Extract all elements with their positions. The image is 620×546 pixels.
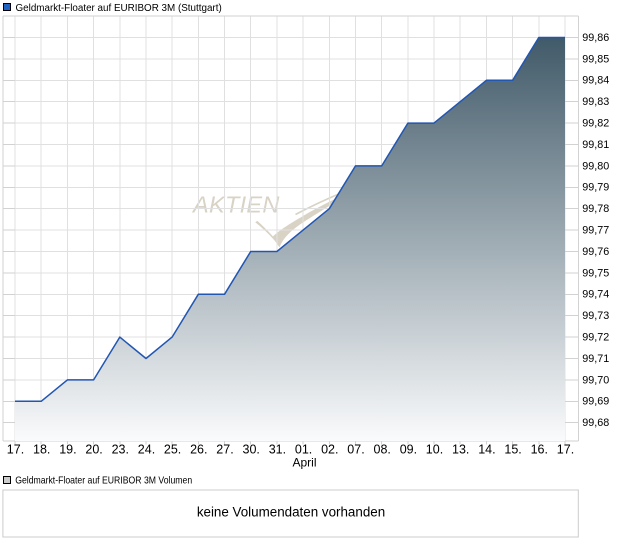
svg-text:99,70: 99,70 bbox=[582, 374, 609, 386]
svg-text:99,84: 99,84 bbox=[582, 75, 609, 87]
svg-text:01.: 01. bbox=[295, 443, 312, 457]
svg-text:99,71: 99,71 bbox=[582, 353, 609, 365]
svg-text:99,82: 99,82 bbox=[582, 118, 609, 130]
svg-text:25.: 25. bbox=[164, 443, 181, 457]
svg-text:14.: 14. bbox=[478, 443, 495, 457]
svg-text:16.: 16. bbox=[531, 443, 548, 457]
svg-text:27.: 27. bbox=[216, 443, 233, 457]
svg-text:99,74: 99,74 bbox=[582, 289, 609, 301]
svg-text:99,68: 99,68 bbox=[582, 417, 609, 429]
svg-text:19.: 19. bbox=[59, 443, 76, 457]
svg-text:07.: 07. bbox=[347, 443, 364, 457]
svg-text:keine Volumendaten vorhanden: keine Volumendaten vorhanden bbox=[197, 505, 385, 520]
svg-text:99,76: 99,76 bbox=[582, 246, 609, 258]
svg-text:April: April bbox=[292, 456, 316, 470]
svg-text:Geldmarkt-Floater auf EURIBOR: Geldmarkt-Floater auf EURIBOR 3M Volumen bbox=[15, 476, 192, 487]
svg-text:15.: 15. bbox=[504, 443, 521, 457]
svg-text:99,73: 99,73 bbox=[582, 310, 609, 322]
svg-text:99,69: 99,69 bbox=[582, 396, 609, 408]
svg-text:30.: 30. bbox=[243, 443, 260, 457]
svg-text:99,81: 99,81 bbox=[582, 139, 609, 151]
svg-text:31.: 31. bbox=[269, 443, 286, 457]
svg-text:99,79: 99,79 bbox=[582, 182, 609, 194]
svg-text:09.: 09. bbox=[400, 443, 417, 457]
svg-text:17.: 17. bbox=[7, 443, 24, 457]
svg-text:AKTIEN: AKTIEN bbox=[191, 192, 280, 218]
svg-text:02.: 02. bbox=[321, 443, 338, 457]
svg-text:23.: 23. bbox=[112, 443, 129, 457]
svg-text:26.: 26. bbox=[190, 443, 207, 457]
svg-text:99,78: 99,78 bbox=[582, 203, 609, 215]
svg-text:24.: 24. bbox=[138, 443, 155, 457]
svg-text:20.: 20. bbox=[85, 443, 102, 457]
svg-text:99,72: 99,72 bbox=[582, 332, 609, 344]
svg-text:99,80: 99,80 bbox=[582, 160, 609, 172]
svg-text:99,77: 99,77 bbox=[582, 225, 609, 237]
svg-text:13.: 13. bbox=[452, 443, 469, 457]
svg-text:Geldmarkt-Floater auf EURIBOR: Geldmarkt-Floater auf EURIBOR 3M (Stuttg… bbox=[16, 3, 222, 14]
svg-text:08.: 08. bbox=[374, 443, 391, 457]
svg-text:99,83: 99,83 bbox=[582, 96, 609, 108]
svg-text:99,86: 99,86 bbox=[582, 32, 609, 44]
svg-text:10.: 10. bbox=[426, 443, 443, 457]
svg-text:99,75: 99,75 bbox=[582, 267, 609, 279]
svg-text:17.: 17. bbox=[557, 443, 574, 457]
svg-text:18.: 18. bbox=[33, 443, 50, 457]
svg-text:99,85: 99,85 bbox=[582, 53, 609, 65]
